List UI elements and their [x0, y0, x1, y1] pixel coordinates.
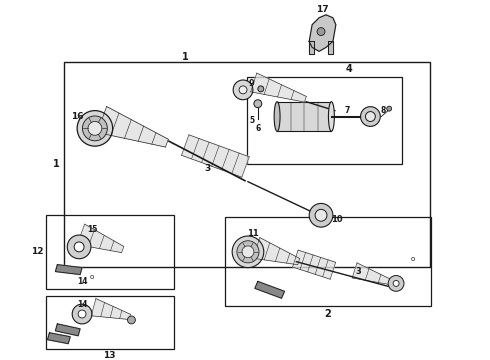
Ellipse shape: [274, 102, 280, 131]
Text: 15: 15: [87, 225, 97, 234]
Ellipse shape: [328, 102, 334, 131]
Circle shape: [82, 116, 107, 141]
Circle shape: [361, 107, 380, 126]
Polygon shape: [293, 250, 336, 279]
Text: 11: 11: [247, 229, 259, 238]
Circle shape: [127, 316, 135, 324]
Polygon shape: [328, 41, 333, 54]
Bar: [247, 77, 402, 164]
Text: 14: 14: [77, 277, 87, 286]
Polygon shape: [48, 333, 70, 344]
Circle shape: [366, 112, 375, 121]
Text: 12: 12: [31, 247, 44, 256]
Bar: [64, 62, 430, 267]
Polygon shape: [181, 135, 249, 177]
Circle shape: [315, 210, 327, 221]
Circle shape: [254, 100, 262, 108]
Circle shape: [309, 203, 333, 227]
Text: 8: 8: [381, 106, 386, 115]
Bar: [46, 215, 174, 289]
Text: 5: 5: [249, 116, 254, 125]
Text: 9: 9: [249, 80, 255, 89]
Text: 6: 6: [255, 124, 261, 133]
Circle shape: [72, 304, 92, 324]
Circle shape: [232, 236, 264, 267]
Text: 2: 2: [324, 309, 331, 319]
Bar: [46, 296, 174, 348]
Polygon shape: [309, 15, 336, 51]
Text: 16: 16: [71, 112, 83, 121]
Polygon shape: [97, 107, 168, 147]
Circle shape: [77, 111, 113, 146]
Circle shape: [74, 242, 84, 252]
Polygon shape: [251, 73, 306, 102]
Circle shape: [388, 275, 404, 291]
Circle shape: [239, 86, 247, 94]
Text: 1: 1: [182, 52, 189, 62]
Bar: [277, 102, 331, 131]
Circle shape: [237, 241, 259, 263]
Circle shape: [317, 28, 325, 36]
Text: 13: 13: [103, 351, 116, 360]
Text: 14: 14: [77, 300, 87, 309]
Text: 7: 7: [344, 106, 349, 115]
Text: o: o: [411, 256, 415, 262]
Polygon shape: [253, 238, 300, 265]
Circle shape: [233, 80, 253, 100]
Text: o: o: [90, 274, 94, 279]
Polygon shape: [55, 324, 80, 336]
Circle shape: [78, 310, 86, 318]
Polygon shape: [352, 263, 393, 285]
Text: 3: 3: [356, 267, 362, 276]
Text: 17: 17: [316, 5, 328, 14]
Circle shape: [88, 121, 102, 135]
Circle shape: [67, 235, 91, 259]
Circle shape: [242, 246, 254, 258]
Polygon shape: [255, 282, 285, 298]
Polygon shape: [55, 265, 82, 275]
Text: 4: 4: [345, 64, 352, 74]
Polygon shape: [77, 224, 124, 253]
Circle shape: [258, 86, 264, 92]
Circle shape: [393, 280, 399, 286]
Polygon shape: [309, 41, 314, 54]
Text: 10: 10: [331, 215, 343, 224]
Bar: [225, 217, 431, 306]
Polygon shape: [91, 298, 130, 319]
Text: 1: 1: [53, 159, 60, 169]
Circle shape: [387, 106, 392, 111]
Text: 3: 3: [204, 165, 211, 174]
